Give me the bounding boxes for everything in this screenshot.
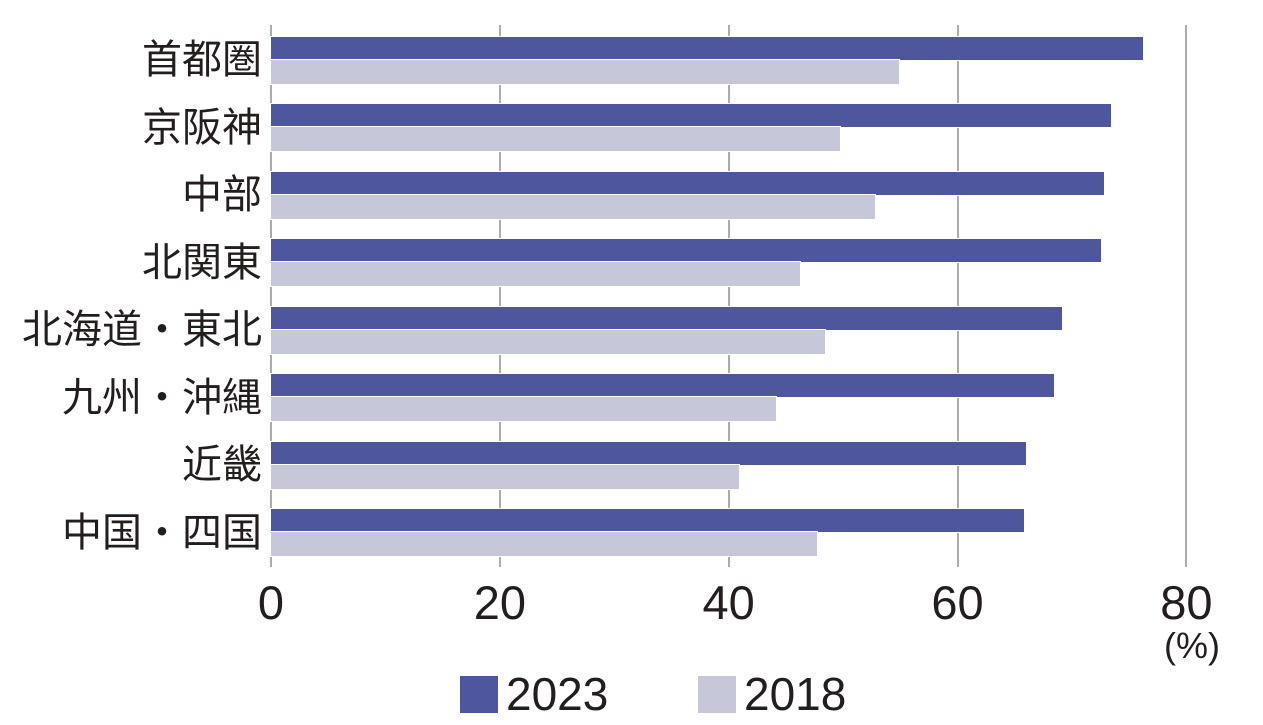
gridline-80 [1185,25,1188,567]
bar-2018-row2 [271,194,876,219]
category-label-5: 九州・沖縄 [62,375,262,420]
legend-item-2018: 2018 [698,668,847,720]
bar-2018-row7 [271,532,817,556]
legend-swatch-2023 [460,675,498,713]
bar-2023-row5 [271,374,1054,397]
legend-swatch-2018 [698,675,736,713]
legend-item-2023: 2023 [460,668,609,720]
bar-2023-row7 [271,509,1024,532]
x-tick-label-80: 80 [1160,576,1213,629]
gridline-60 [956,25,959,567]
category-label-1: 京阪神 [142,105,262,150]
x-tick-label-0: 0 [257,576,285,629]
bar-2023-row6 [271,441,1027,465]
bar-2018-row6 [271,464,739,489]
bar-2018-row3 [271,262,800,286]
category-label-2: 中部 [182,173,262,217]
x-tick-label-60: 60 [931,576,984,629]
category-label-7: 中国・四国 [62,510,262,555]
x-tick-label-20: 20 [473,576,526,629]
gridline-20 [498,25,501,567]
bar-2018-row0 [271,59,900,84]
category-label-6: 近畿 [182,443,262,487]
bar-2018-row4 [271,329,825,354]
legend-label-2023: 2023 [506,668,609,720]
bar-2023-row2 [271,171,1104,195]
bar-2023-row3 [271,239,1101,262]
bar-2023-row1 [271,104,1111,127]
legend-label-2018: 2018 [744,668,847,720]
x-tick-label-40: 40 [702,576,755,629]
bar-2018-row5 [271,397,776,421]
bar-2023-row0 [271,36,1143,60]
bar-2023-row4 [271,306,1062,330]
category-label-4: 北海道・東北 [22,308,262,352]
category-label-0: 首都圏 [142,38,262,82]
category-label-3: 北関東 [142,240,262,285]
gridline-40 [727,25,730,567]
x-axis-unit-label: (%) [1164,625,1220,666]
gridline-0 [270,25,272,567]
bar-2018-row1 [271,127,840,151]
